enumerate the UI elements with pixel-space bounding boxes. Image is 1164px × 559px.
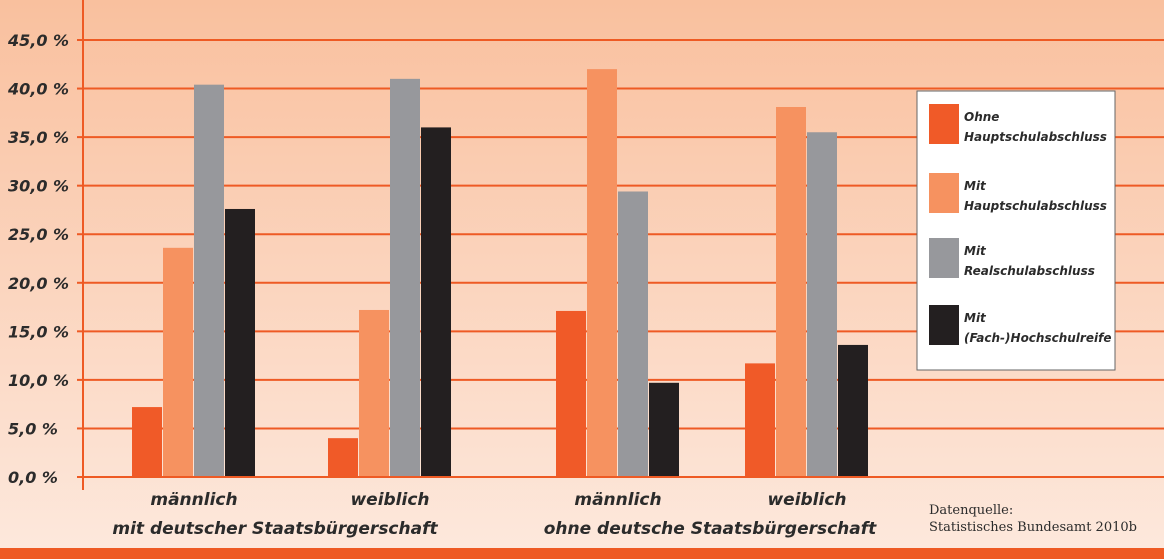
bar (194, 84, 224, 477)
y-tick-label: 20,0 % (8, 274, 69, 293)
category-label: weiblich (767, 490, 846, 510)
source-line-2: Statistisches Bundesamt 2010b (929, 520, 1137, 535)
legend-swatch (929, 173, 959, 213)
bar (328, 438, 358, 477)
legend-label-line1: Mit (964, 179, 987, 193)
y-tick-label: 0,0 % (8, 468, 58, 487)
y-tick-label: 5,0 % (8, 419, 58, 438)
bar (421, 127, 451, 478)
bars (132, 69, 868, 478)
legend-label-line2: Hauptschulabschluss (964, 199, 1107, 213)
legend-label-line2: (Fach-)Hochschulreife (964, 331, 1111, 345)
category-label: männlich (574, 490, 661, 510)
category-label: männlich (150, 490, 237, 510)
bar (807, 132, 837, 477)
category-labels: männlich weiblich männlich weiblich mit deut… (112, 490, 877, 539)
bar (776, 107, 806, 478)
y-tick-label: 25,0 % (8, 225, 69, 244)
category-group-label: ohne deutsche Staatsbürgerschaft (544, 519, 877, 539)
category-label: weiblich (350, 490, 429, 510)
bottom-rule (0, 548, 1164, 559)
bar (359, 309, 389, 477)
legend-label-line2: Hauptschulabschluss (964, 130, 1107, 144)
bar (649, 382, 679, 477)
bar (556, 310, 586, 477)
y-tick-labels: 0,0 % 5,0 % 10,0 % 15,0 % 20,0 % 25,0 % 30,0 %… (7, 31, 69, 487)
legend-label-line1: Ohne (964, 110, 999, 124)
legend-label-line1: Mit (964, 311, 987, 325)
bar (838, 344, 868, 477)
bar (618, 191, 648, 477)
legend-label-line2: Realschulabschluss (964, 264, 1095, 278)
bar (587, 69, 617, 477)
y-tick-label: 10,0 % (8, 371, 69, 390)
y-tick-label: 45,0 % (7, 31, 69, 50)
legend-swatch (929, 238, 959, 278)
bar (132, 407, 162, 477)
bar (163, 247, 193, 477)
y-tick-label: 15,0 % (8, 322, 69, 341)
axes (77, 0, 1164, 490)
legend-swatch (929, 104, 959, 144)
y-tick-label: 40,0 % (7, 80, 69, 99)
legend: Ohne Hauptschulabschluss Mit Hauptschulabsc… (916, 90, 1116, 371)
bar (745, 363, 775, 477)
y-tick-label: 30,0 % (8, 177, 69, 196)
bar (390, 78, 420, 477)
category-group-label: mit deutscher Staatsbürgerschaft (112, 519, 438, 539)
y-tick-label: 35,0 % (8, 128, 69, 147)
legend-label-line1: Mit (964, 244, 987, 258)
legend-swatch (929, 305, 959, 345)
bar (225, 208, 255, 477)
source-line-1: Datenquelle: (929, 503, 1013, 518)
data-source: Datenquelle: Statistisches Bundesamt 201… (929, 503, 1137, 535)
